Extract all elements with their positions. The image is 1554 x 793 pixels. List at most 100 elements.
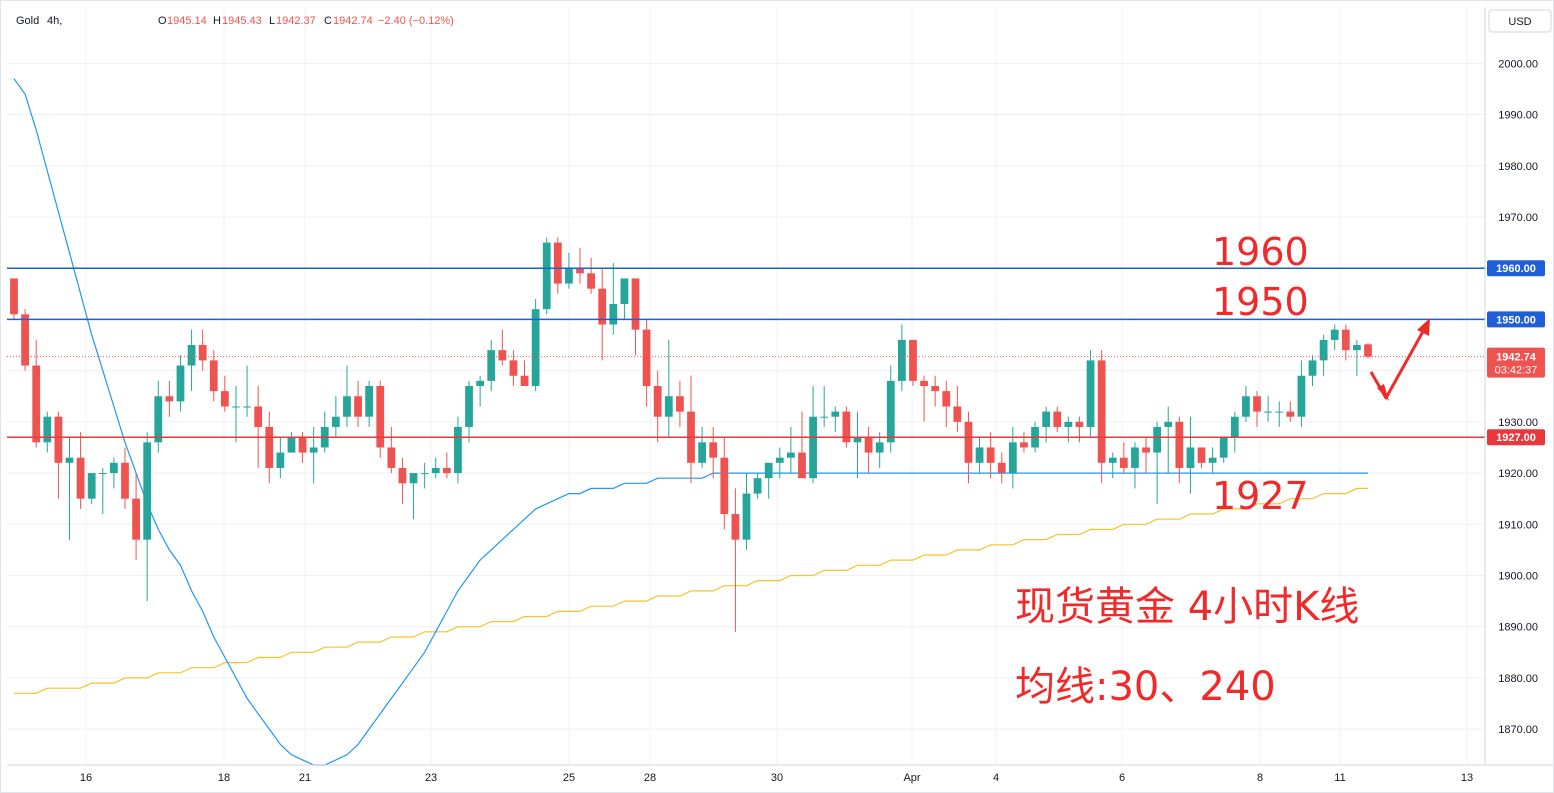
candle xyxy=(620,278,629,320)
candle-body xyxy=(187,345,196,366)
candle-body xyxy=(1286,411,1295,417)
candle xyxy=(1208,447,1217,474)
candle-body xyxy=(787,452,795,458)
candle xyxy=(409,473,418,520)
candle-body xyxy=(331,416,340,427)
x-tick-label: 23 xyxy=(425,772,437,784)
candle-body xyxy=(1108,457,1117,463)
candle-body xyxy=(1297,375,1306,417)
y-tick-label: 1980.00 xyxy=(1498,161,1538,173)
candle xyxy=(76,432,85,509)
candle xyxy=(232,386,240,443)
candle xyxy=(431,457,440,479)
candle-body xyxy=(409,473,418,484)
last-price-tag xyxy=(1487,347,1545,378)
candle xyxy=(387,426,396,474)
high-label: H xyxy=(213,15,221,27)
candle-body xyxy=(1219,437,1228,458)
close-value: 1942.74 xyxy=(333,15,373,27)
y-tick-label: 1910.00 xyxy=(1498,519,1538,531)
candle xyxy=(975,437,984,474)
candle-body xyxy=(198,345,207,361)
candle-body xyxy=(487,350,496,381)
currency-button[interactable]: USD xyxy=(1488,9,1552,33)
candle xyxy=(354,380,362,427)
candle-body xyxy=(886,380,895,443)
candle xyxy=(220,375,229,412)
candle-body xyxy=(931,386,940,392)
candle-body xyxy=(542,242,551,310)
candle xyxy=(653,370,662,443)
y-tick-label: 1970.00 xyxy=(1498,212,1538,224)
candle-body xyxy=(864,437,873,453)
candle-body xyxy=(209,360,218,392)
candle xyxy=(10,278,18,320)
low-label: L xyxy=(269,15,275,27)
time-axis[interactable]: 16 18 21 23 25 28 30 Apr 4 6 8 11 13 xyxy=(80,772,1473,784)
candle-body xyxy=(753,478,762,494)
candle xyxy=(398,457,407,504)
candle xyxy=(143,432,152,602)
candle-body xyxy=(1142,447,1150,453)
candle-body xyxy=(1341,329,1350,351)
level-tag-text: 1950.00 xyxy=(1496,314,1536,326)
candle-body xyxy=(1208,457,1217,463)
candle xyxy=(720,437,729,530)
candle xyxy=(1230,411,1239,453)
candle-body xyxy=(1153,426,1162,453)
candle-body xyxy=(442,467,451,474)
candle xyxy=(1219,437,1228,463)
x-tick-label: 6 xyxy=(1119,772,1125,784)
candle xyxy=(154,380,163,453)
candle xyxy=(842,406,851,448)
candle-body xyxy=(1230,416,1239,438)
candle xyxy=(498,329,507,366)
candle xyxy=(1364,342,1372,359)
candle-body xyxy=(731,514,740,540)
candle-body xyxy=(842,411,851,443)
candle-body xyxy=(897,339,906,381)
y-tick-label: 1880.00 xyxy=(1498,673,1538,685)
candle xyxy=(798,411,806,479)
y-tick-label: 2000.00 xyxy=(1498,58,1538,70)
candle-body xyxy=(420,473,429,475)
x-tick-label: 18 xyxy=(218,772,230,784)
candle-body xyxy=(165,396,174,402)
candle xyxy=(897,324,906,392)
candle-body xyxy=(465,386,473,427)
candle xyxy=(1164,406,1173,474)
candle-body xyxy=(620,278,629,305)
candle-body xyxy=(1308,360,1317,376)
candle-body xyxy=(365,386,374,417)
ohlc-header: Gold 4h, O 1945.14 H 1945.43 L 1942.37 C… xyxy=(16,15,454,27)
candle-body xyxy=(653,386,662,417)
candle xyxy=(509,350,518,386)
price-axis[interactable]: 2000.00 1990.00 1980.00 1970.00 1960.00 1950.… xyxy=(1498,58,1538,736)
candle-body xyxy=(276,452,285,468)
candle xyxy=(1064,416,1073,443)
candle-body xyxy=(1186,447,1195,468)
candle-body xyxy=(520,375,529,386)
candle xyxy=(1286,401,1295,422)
candle xyxy=(576,247,584,284)
candle xyxy=(1275,401,1284,427)
candle xyxy=(598,268,607,361)
candle xyxy=(542,237,551,315)
candle-body xyxy=(398,467,407,484)
candle-body xyxy=(143,442,152,540)
candle xyxy=(343,365,351,427)
plot-area[interactable] xyxy=(7,7,1485,765)
candle xyxy=(631,278,640,356)
candle-body xyxy=(1020,442,1028,448)
candle xyxy=(764,462,773,499)
candle xyxy=(1086,350,1095,438)
candle-body xyxy=(376,386,385,448)
candle xyxy=(265,411,274,484)
candle xyxy=(1020,432,1028,453)
candle-body xyxy=(709,442,718,458)
candle-body xyxy=(1330,329,1339,340)
currency-label: USD xyxy=(1508,16,1531,28)
candle xyxy=(1119,442,1128,474)
candle xyxy=(775,447,784,479)
